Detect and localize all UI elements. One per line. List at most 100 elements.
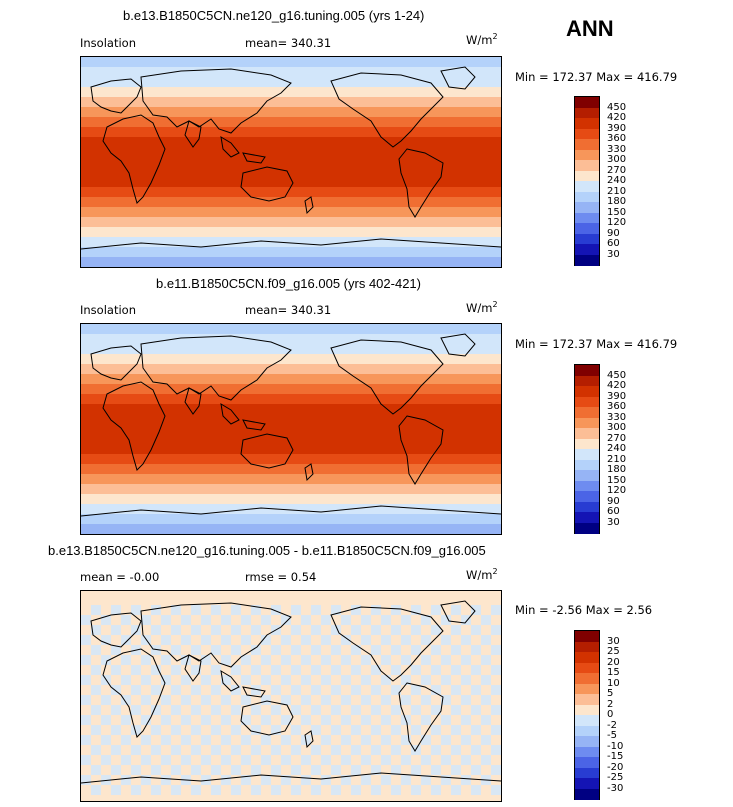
difference-cell — [221, 655, 231, 665]
difference-cell — [261, 695, 271, 705]
colorbar-cell — [575, 470, 599, 481]
panel1-minmax: Min = 172.37 Max = 416.79 — [515, 70, 678, 84]
difference-cell — [311, 725, 321, 735]
difference-cell — [171, 745, 181, 755]
difference-cell — [121, 655, 131, 665]
difference-cell — [461, 655, 471, 665]
difference-cell — [211, 725, 221, 735]
colorbar-cell — [575, 641, 599, 653]
zonal-band — [81, 424, 501, 435]
difference-cell — [151, 645, 161, 655]
difference-cell — [171, 685, 181, 695]
difference-cell — [161, 715, 171, 725]
difference-cell — [391, 785, 401, 795]
difference-cell — [91, 685, 101, 695]
panel1-variable-label: Insolation — [80, 36, 136, 50]
zonal-band — [81, 177, 501, 188]
difference-cell — [131, 625, 141, 635]
difference-cell — [401, 775, 411, 785]
difference-cell — [241, 675, 251, 685]
difference-cell — [311, 645, 321, 655]
panel2-colorbar: 450 420 390 360 330 300 270 240 210 180 150 120 90 60… — [574, 364, 626, 534]
colorbar-cell — [575, 212, 599, 224]
difference-cell — [231, 785, 241, 795]
difference-cell — [191, 765, 201, 775]
difference-cell — [211, 605, 221, 615]
colorbar-cell — [575, 746, 599, 758]
difference-cell — [421, 675, 431, 685]
difference-cell — [321, 735, 331, 745]
difference-cell — [231, 725, 241, 735]
panel2-title: b.e11.B1850C5CN.f09_g16.005 (yrs 402-421… — [156, 276, 421, 291]
difference-cell — [171, 725, 181, 735]
coastline — [240, 166, 294, 202]
difference-cell — [341, 615, 351, 625]
colorbar-cell — [575, 736, 599, 747]
colorbar-tick-label: -25 — [607, 772, 624, 783]
difference-cell — [401, 655, 411, 665]
difference-cell — [311, 705, 321, 715]
difference-cell — [441, 615, 451, 625]
colorbar-tick-label: 20 — [607, 656, 620, 668]
zonal-band — [81, 57, 501, 68]
difference-cell — [371, 605, 381, 615]
difference-cell — [191, 685, 201, 695]
difference-cell — [201, 675, 211, 685]
difference-cell — [481, 615, 491, 625]
colorbar-tick-label: 210 — [607, 453, 627, 465]
difference-cell — [311, 745, 321, 755]
difference-cell — [211, 745, 221, 755]
colorbar-tick-label: 60 — [607, 238, 620, 249]
difference-cell — [181, 735, 191, 745]
zonal-band — [81, 187, 501, 198]
colorbar-tick-label: 60 — [607, 506, 620, 517]
coastline — [102, 381, 166, 471]
difference-cell — [441, 695, 451, 705]
difference-cell — [301, 675, 311, 685]
difference-cell — [181, 675, 191, 685]
difference-cell — [301, 755, 311, 765]
zonal-band — [81, 87, 501, 98]
difference-cell — [161, 755, 171, 765]
zonal-band — [81, 504, 501, 515]
difference-cell — [411, 605, 421, 615]
difference-cell — [301, 775, 311, 785]
difference-cell — [271, 665, 281, 675]
colorbar-cell — [575, 244, 599, 255]
colorbar-tick-label: 390 — [607, 390, 627, 402]
coastline — [440, 600, 476, 624]
difference-cell — [381, 755, 391, 765]
colorbar-cell — [575, 725, 599, 737]
difference-cell — [331, 685, 341, 695]
difference-cell — [181, 615, 191, 625]
difference-cell — [381, 695, 391, 705]
difference-cell — [381, 615, 391, 625]
difference-cell — [411, 625, 421, 635]
coastline — [81, 238, 501, 250]
colorbar-tick-label: 30 — [607, 635, 620, 647]
difference-cell — [391, 745, 401, 755]
colorbar-cell — [575, 365, 599, 376]
difference-cell — [401, 695, 411, 705]
difference-cell — [411, 765, 421, 775]
colorbar-cell — [575, 694, 599, 705]
difference-cell — [411, 685, 421, 695]
difference-cell — [151, 785, 161, 795]
coastline — [304, 196, 314, 215]
colorbar-tick-label: 30 — [607, 248, 620, 260]
difference-cell — [411, 705, 421, 715]
colorbar-tick-label: -5 — [607, 730, 617, 741]
difference-cell — [171, 705, 181, 715]
difference-cell — [111, 745, 121, 755]
difference-cell — [351, 605, 361, 615]
difference-cell — [111, 725, 121, 735]
difference-cell — [471, 605, 481, 615]
difference-cell — [81, 755, 91, 765]
colorbar-cell — [575, 683, 599, 695]
difference-cell — [121, 675, 131, 685]
difference-cell — [111, 685, 121, 695]
difference-cell — [421, 755, 431, 765]
coastline — [140, 602, 292, 668]
difference-cell — [391, 685, 401, 695]
colorbar-cell — [575, 631, 599, 642]
